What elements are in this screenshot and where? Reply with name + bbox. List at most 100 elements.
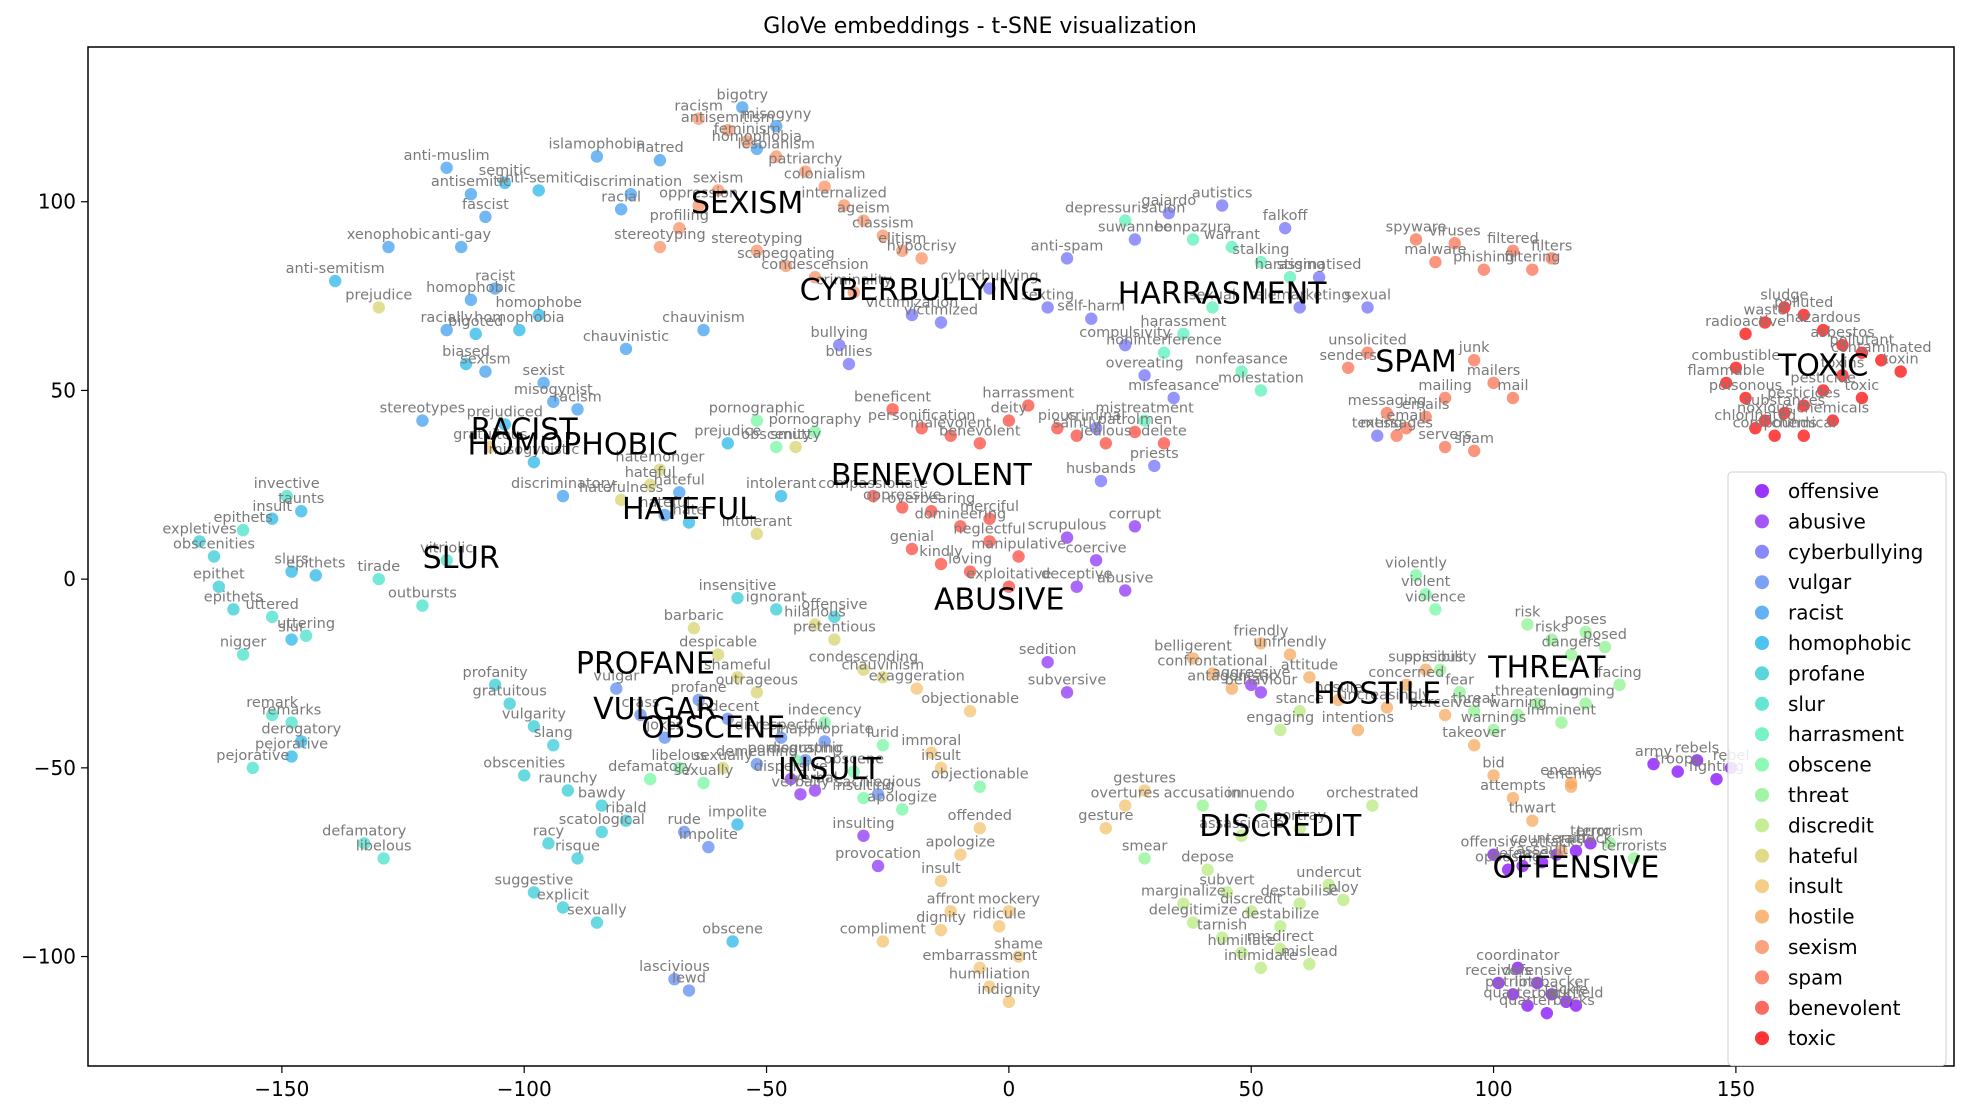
data-point: [818, 180, 831, 193]
point-label: nigger: [220, 635, 267, 651]
data-point: [770, 603, 783, 616]
point-label: flammable: [1688, 363, 1765, 379]
legend-label: hostile: [1788, 905, 1855, 929]
point-label: thwart: [1509, 801, 1557, 817]
data-point: [644, 772, 657, 786]
data-point: [1710, 772, 1723, 786]
data-point: [1220, 886, 1234, 899]
point-label: scrupulous: [1028, 518, 1107, 534]
point-label: impolite: [679, 827, 738, 843]
data-point: [1521, 618, 1534, 631]
point-label: sexism: [693, 170, 744, 186]
point-label: obscenities: [483, 755, 565, 771]
point-label: biased: [442, 344, 490, 360]
data-point: [1739, 391, 1752, 405]
point-label: objectionable: [921, 691, 1019, 707]
data-point: [677, 825, 691, 839]
point-label: phishing: [1453, 250, 1515, 266]
data-point: [1332, 693, 1345, 707]
data-point: [1516, 859, 1529, 873]
data-point: [1274, 920, 1287, 933]
data-point: [1526, 263, 1539, 276]
data-point: [1768, 429, 1781, 442]
data-point: [1041, 301, 1054, 314]
data-point: [1836, 369, 1849, 382]
x-tick-label: −50: [745, 1077, 787, 1101]
data-point: [1119, 214, 1132, 227]
point-label: risque: [555, 838, 600, 854]
data-point: [488, 282, 502, 295]
data-point: [1157, 437, 1171, 450]
data-point: [731, 818, 744, 831]
point-label: racial: [601, 189, 641, 205]
legend-box: [1727, 471, 1947, 1067]
point-label: delete: [1141, 423, 1187, 439]
point-label: gesture: [1078, 808, 1133, 824]
data-point: [464, 187, 478, 201]
data-point: [934, 316, 948, 329]
data-point: [1671, 765, 1684, 778]
point-label: explicit: [537, 887, 590, 903]
point-label: depose: [1181, 850, 1234, 866]
point-label: profiling: [650, 208, 709, 224]
data-point: [532, 184, 545, 197]
point-label: hateful: [654, 472, 705, 488]
point-label: fear: [1445, 672, 1474, 688]
point-label: indecency: [788, 703, 862, 719]
point-label: imminent: [1527, 703, 1597, 719]
data-point: [1894, 365, 1907, 378]
point-label: facing: [1597, 665, 1641, 681]
point-label: bigoted: [448, 314, 503, 330]
data-point: [1380, 406, 1394, 420]
data-point: [1254, 686, 1268, 699]
data-point: [896, 803, 909, 816]
data-point: [1855, 346, 1869, 359]
point-label: colonialism: [784, 167, 866, 183]
point-label: mistreatment: [1095, 401, 1194, 417]
data-point: [459, 357, 473, 371]
data-point: [1530, 697, 1544, 710]
point-label: manipulative: [971, 537, 1066, 553]
data-point: [1254, 799, 1268, 812]
point-label: substances: [1744, 393, 1826, 409]
point-label: priests: [1130, 446, 1179, 462]
data-point: [770, 440, 783, 454]
data-point: [1579, 625, 1592, 639]
point-label: enemy: [1546, 767, 1596, 783]
legend-label: profane: [1788, 661, 1865, 685]
point-label: anti-semitic: [496, 170, 581, 186]
legend-marker: [1755, 544, 1769, 559]
point-label: derogatory: [261, 721, 341, 737]
point-label: impolite: [708, 804, 767, 820]
point-label: embarrassment: [922, 948, 1037, 964]
data-point: [1816, 323, 1830, 337]
data-point: [1322, 878, 1335, 892]
data-point: [1361, 301, 1374, 314]
point-label: chemical: [1771, 416, 1836, 432]
point-label: mailing: [1418, 378, 1472, 394]
legend-marker: [1755, 1031, 1769, 1046]
data-point: [954, 848, 967, 861]
point-label: terrorism: [1577, 823, 1644, 839]
data-point: [973, 437, 987, 450]
point-label: profanity: [463, 665, 529, 681]
point-label: overtures: [1091, 786, 1160, 802]
data-point: [1506, 988, 1520, 1001]
data-point: [750, 142, 764, 156]
point-label: sacrilegious: [835, 774, 921, 790]
point-label: orchestrated: [1326, 786, 1419, 802]
point-label: prejudiced: [467, 404, 543, 420]
point-label: provocation: [835, 846, 921, 862]
point-label: poses: [1565, 612, 1607, 628]
point-label: chemicals: [1796, 401, 1869, 417]
legend-marker: [1755, 666, 1769, 681]
data-point: [653, 240, 667, 254]
data-point: [857, 663, 870, 676]
point-label: patriarchy: [768, 152, 842, 168]
data-point: [1186, 233, 1200, 246]
data-point: [1467, 444, 1481, 458]
cluster-label: PROFANE: [576, 646, 715, 681]
point-label: lurid: [867, 725, 899, 741]
point-label: mailers: [1467, 363, 1521, 379]
data-point: [285, 633, 298, 646]
